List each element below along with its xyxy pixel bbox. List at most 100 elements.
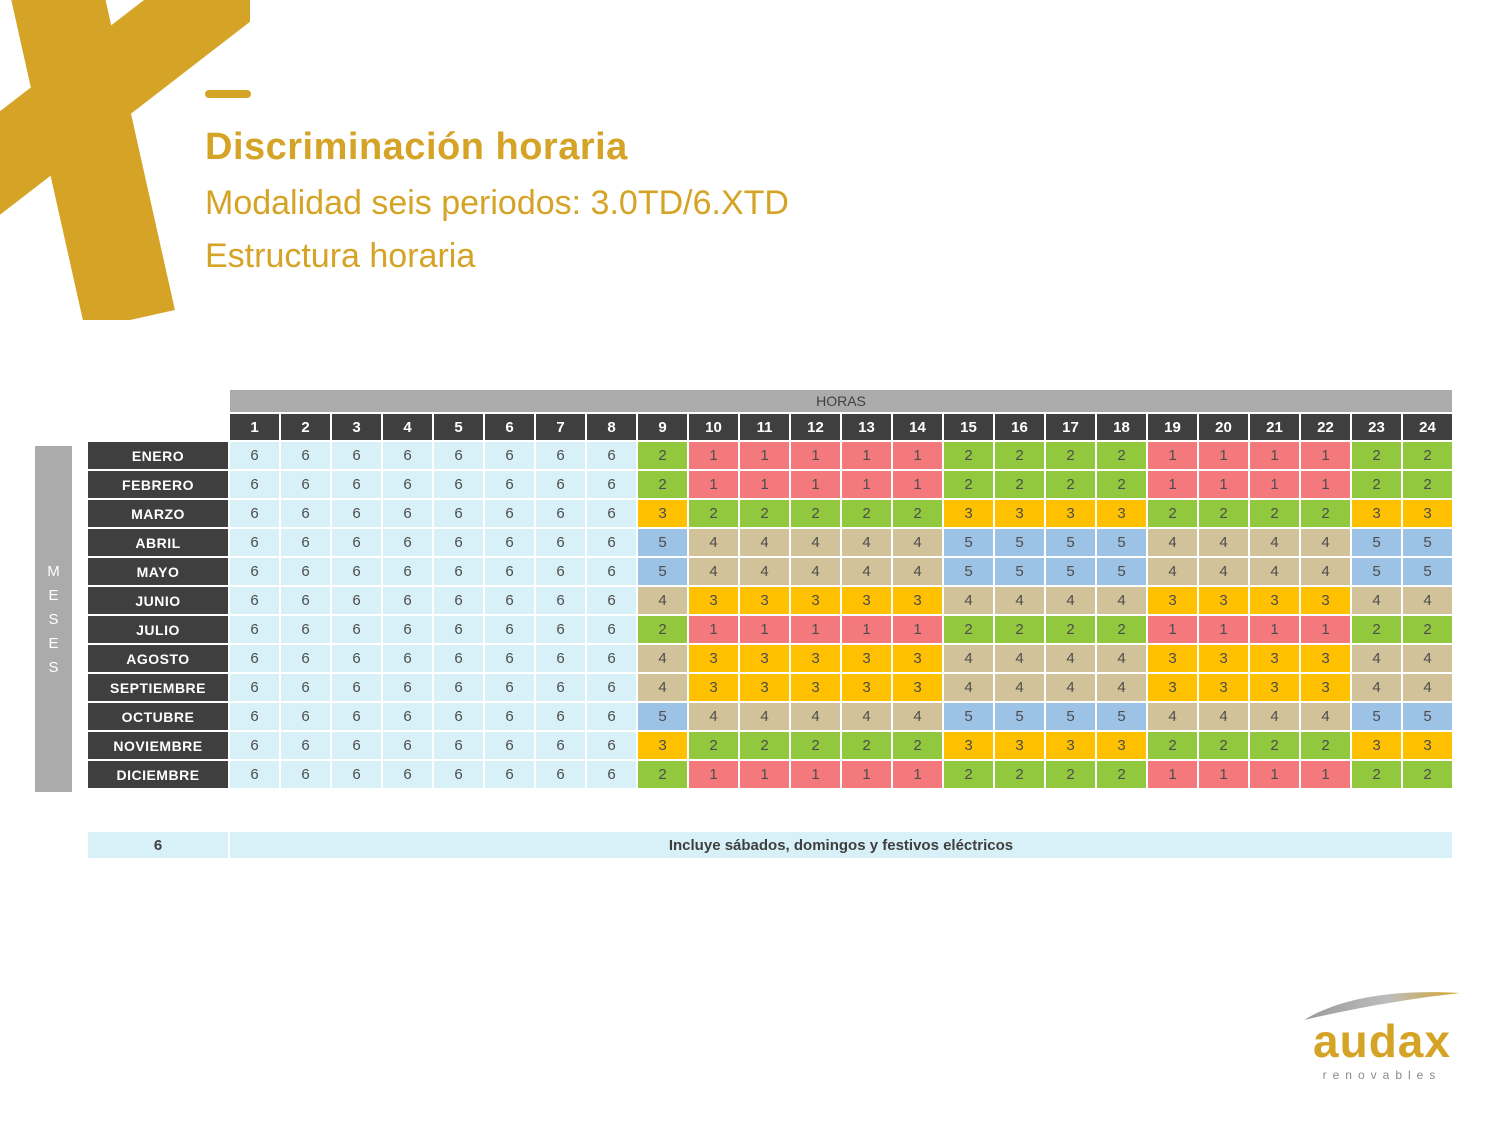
period-cell: 6 [230, 732, 279, 759]
period-cell: 2 [638, 616, 687, 643]
period-cell: 1 [1250, 616, 1299, 643]
period-cell: 6 [383, 674, 432, 701]
period-cell: 3 [791, 645, 840, 672]
period-cell: 4 [995, 587, 1044, 614]
period-cell: 6 [536, 732, 585, 759]
period-cell: 2 [1097, 616, 1146, 643]
period-cell: 3 [1097, 500, 1146, 527]
month-label: NOVIEMBRE [88, 732, 228, 759]
period-cell: 4 [893, 703, 942, 730]
period-cell: 1 [893, 471, 942, 498]
period-cell: 4 [740, 703, 789, 730]
period-cell: 6 [485, 442, 534, 469]
period-cell: 6 [332, 500, 381, 527]
period-cell: 2 [1301, 732, 1350, 759]
period-cell: 6 [536, 529, 585, 556]
period-cell: 4 [1301, 529, 1350, 556]
period-cell: 6 [332, 645, 381, 672]
period-cell: 2 [893, 732, 942, 759]
period-cell: 2 [1403, 442, 1452, 469]
period-cell: 6 [536, 500, 585, 527]
period-cell: 6 [536, 703, 585, 730]
period-cell: 6 [383, 732, 432, 759]
period-cell: 2 [689, 500, 738, 527]
period-cell: 2 [944, 471, 993, 498]
meses-letter: S [48, 658, 59, 676]
period-cell: 3 [740, 674, 789, 701]
hour-header: 12 [791, 414, 840, 440]
period-cell: 2 [842, 500, 891, 527]
hour-header: 10 [689, 414, 738, 440]
period-cell: 2 [638, 471, 687, 498]
period-cell: 1 [842, 761, 891, 788]
period-cell: 4 [1097, 674, 1146, 701]
period-cell: 6 [434, 529, 483, 556]
period-cell: 6 [536, 471, 585, 498]
period-cell: 3 [944, 500, 993, 527]
period-cell: 6 [383, 616, 432, 643]
period-cell: 2 [1046, 761, 1095, 788]
period-cell: 5 [944, 529, 993, 556]
month-label: DICIEMBRE [88, 761, 228, 788]
period-cell: 6 [281, 500, 330, 527]
hour-header: 20 [1199, 414, 1248, 440]
period-cell: 2 [1097, 761, 1146, 788]
period-cell: 1 [740, 761, 789, 788]
period-cell: 6 [434, 471, 483, 498]
month-row: JULIO 6 6 6 6 6 6 6 6 2 1 1 1 1 1 2 2 2 2 1 1 1 1 2 2 [88, 616, 1452, 643]
period-cell: 2 [944, 442, 993, 469]
period-cell: 6 [485, 732, 534, 759]
period-cell: 3 [995, 500, 1044, 527]
period-cell: 2 [740, 500, 789, 527]
period-cell: 2 [1046, 442, 1095, 469]
period-cell: 6 [281, 732, 330, 759]
period-cell: 3 [1352, 732, 1401, 759]
period-cell: 2 [1148, 732, 1197, 759]
period-cell: 1 [1301, 616, 1350, 643]
period-cell: 1 [1148, 442, 1197, 469]
period-cell: 4 [791, 529, 840, 556]
period-cell: 4 [1148, 529, 1197, 556]
period-cell: 4 [1403, 674, 1452, 701]
period-cell: 4 [1403, 587, 1452, 614]
period-cell: 2 [1352, 471, 1401, 498]
period-cell: 1 [1250, 442, 1299, 469]
period-cell: 6 [587, 587, 636, 614]
period-cell: 6 [434, 674, 483, 701]
period-cell: 4 [1352, 645, 1401, 672]
period-cell: 3 [1250, 674, 1299, 701]
title-block: Discriminación horaria Modalidad seis pe… [205, 90, 789, 276]
period-cell: 4 [791, 558, 840, 585]
month-label: FEBRERO [88, 471, 228, 498]
period-cell: 6 [281, 645, 330, 672]
period-cell: 6 [587, 645, 636, 672]
period-cell: 3 [1046, 500, 1095, 527]
month-row: MAYO 6 6 6 6 6 6 6 6 5 4 4 4 4 4 5 5 5 5 4 4 4 4 5 5 [88, 558, 1452, 585]
periods-table-body: HORAS 1 2 3 4 5 6 7 8 9 10 11 12 13 14 15 16 17 18 19 20 21 22… [88, 390, 1452, 788]
period-cell: 6 [485, 471, 534, 498]
meses-letter: E [48, 586, 59, 604]
period-cell: 3 [893, 674, 942, 701]
period-cell: 6 [230, 558, 279, 585]
period-cell: 3 [1148, 645, 1197, 672]
period-cell: 6 [536, 616, 585, 643]
period-cell: 1 [740, 442, 789, 469]
period-cell: 1 [791, 761, 840, 788]
period-cell: 6 [230, 587, 279, 614]
meses-letter: M [47, 562, 60, 580]
period-cell: 6 [485, 558, 534, 585]
audax-x-logo [0, 0, 250, 320]
period-cell: 6 [434, 761, 483, 788]
period-cell: 4 [995, 645, 1044, 672]
period-cell: 6 [332, 732, 381, 759]
period-cell: 6 [434, 703, 483, 730]
month-row: MARZO 6 6 6 6 6 6 6 6 3 2 2 2 2 2 3 3 3 3 2 2 2 2 3 3 [88, 500, 1452, 527]
period-cell: 6 [281, 529, 330, 556]
period-cell: 2 [791, 500, 840, 527]
legend-period-value: 6 [88, 832, 228, 858]
period-cell: 6 [281, 558, 330, 585]
period-cell: 5 [995, 558, 1044, 585]
period-cell: 4 [893, 558, 942, 585]
audax-swoosh-icon [1304, 992, 1460, 1020]
period-cell: 2 [1403, 761, 1452, 788]
